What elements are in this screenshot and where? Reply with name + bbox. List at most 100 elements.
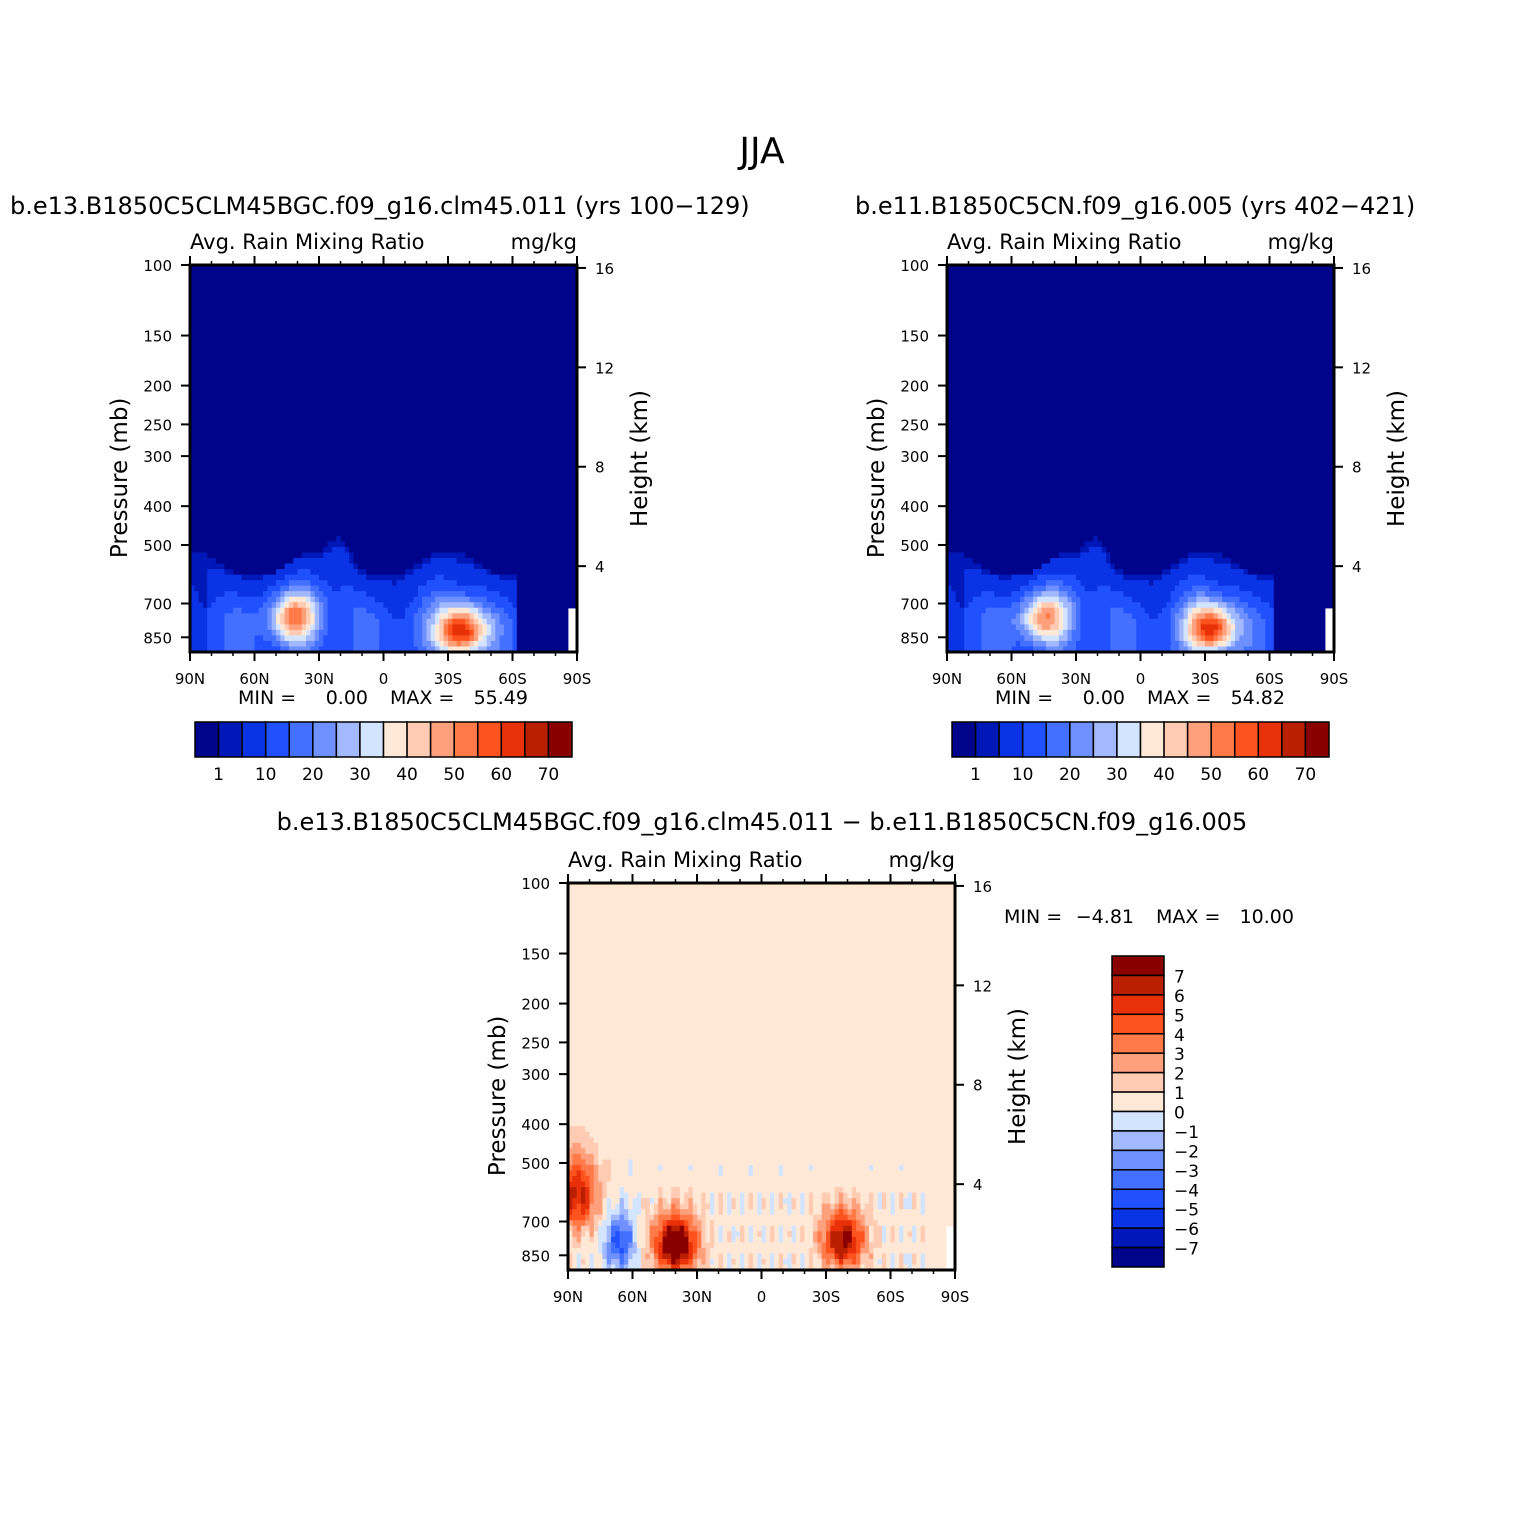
heatmap-cell — [284, 276, 290, 283]
heatmap-cell — [491, 353, 496, 360]
heatmap-cell — [503, 403, 509, 410]
heatmap-cell — [362, 569, 367, 576]
heatmap-cell — [215, 508, 221, 515]
heatmap-cell — [392, 546, 397, 554]
heatmap-cell — [465, 358, 471, 366]
heatmap-cell — [374, 452, 380, 460]
heatmap-cell — [572, 276, 578, 283]
heatmap-cell — [542, 452, 548, 460]
heatmap-cell — [452, 265, 458, 272]
heatmap-cell — [349, 314, 354, 321]
heatmap-cell — [280, 414, 286, 421]
heatmap-cell — [306, 458, 311, 465]
heatmap-cell — [409, 519, 415, 526]
heatmap-cell — [353, 480, 359, 487]
heatmap-cell — [379, 447, 385, 454]
heatmap-cell — [568, 535, 574, 543]
heatmap-cell — [478, 276, 483, 283]
heatmap-cell — [250, 287, 256, 294]
heatmap-cell — [572, 469, 578, 476]
heatmap-cell — [284, 541, 290, 548]
heatmap-cell — [495, 436, 501, 443]
heatmap-cell — [491, 392, 496, 399]
heatmap-cell — [340, 535, 346, 543]
heatmap-cell — [237, 303, 243, 310]
heatmap-cell — [568, 541, 574, 548]
heatmap-cell — [499, 541, 505, 548]
heatmap-cell — [362, 381, 367, 388]
heatmap-cell — [366, 386, 372, 393]
heatmap-cell — [422, 497, 428, 504]
heatmap-cell — [555, 342, 561, 349]
heatmap-cell — [435, 276, 440, 283]
heatmap-cell — [250, 414, 256, 421]
heatmap-cell — [491, 347, 496, 355]
heatmap-cell — [224, 425, 230, 432]
heatmap-cell — [512, 546, 518, 554]
heatmap-cell — [392, 358, 397, 366]
heatmap-cell — [245, 309, 251, 316]
heatmap-cell — [443, 358, 449, 366]
heatmap-cell — [198, 425, 204, 432]
heatmap-cell — [344, 563, 350, 570]
heatmap-cell — [478, 480, 483, 487]
heatmap-cell — [319, 541, 324, 548]
heatmap-cell — [495, 320, 501, 327]
heatmap-cell — [250, 458, 256, 465]
heatmap-cell — [521, 419, 526, 426]
heatmap-cell — [525, 541, 531, 548]
heatmap-cell — [233, 452, 238, 460]
heatmap-cell — [568, 458, 574, 465]
heatmap-cell — [323, 452, 329, 460]
heatmap-cell — [495, 336, 501, 343]
heatmap-cell — [207, 292, 213, 299]
heatmap-cell — [374, 535, 380, 543]
heatmap-cell — [534, 530, 539, 537]
heatmap-cell — [435, 270, 440, 277]
heatmap-cell — [452, 342, 458, 349]
heatmap-cell — [499, 430, 505, 437]
heatmap-cell — [572, 292, 578, 299]
heatmap-cell — [344, 569, 350, 576]
heatmap-cell — [456, 469, 462, 476]
heatmap-cell — [237, 452, 243, 460]
heatmap-cell — [202, 447, 208, 454]
heatmap-cell — [271, 342, 277, 349]
heatmap-cell — [405, 364, 410, 371]
heatmap-cell — [362, 364, 367, 371]
heatmap-cell — [551, 458, 557, 465]
heatmap-cell — [374, 475, 380, 482]
heatmap-cell — [336, 358, 342, 366]
heatmap-cell — [516, 276, 522, 283]
heatmap-cell — [443, 392, 449, 399]
heatmap-cell — [245, 558, 251, 565]
heatmap-cell — [452, 508, 458, 515]
heatmap-cell — [417, 480, 423, 487]
heatmap-cell — [521, 486, 526, 493]
heatmap-cell — [224, 281, 230, 288]
heatmap-cell — [344, 303, 350, 310]
heatmap-cell — [323, 535, 329, 543]
heatmap-cell — [233, 309, 238, 316]
heatmap-cell — [456, 447, 462, 454]
heatmap-cell — [491, 342, 496, 349]
heatmap-cell — [422, 281, 428, 288]
heatmap-cell — [220, 325, 225, 332]
heatmap-cell — [220, 436, 225, 443]
heatmap-cell — [508, 464, 514, 471]
heatmap-cell — [241, 375, 247, 382]
heatmap-cell — [271, 508, 277, 515]
heatmap-cell — [357, 535, 363, 543]
heatmap-cell — [327, 480, 333, 487]
heatmap-cell — [559, 441, 565, 449]
heatmap-cell — [362, 287, 367, 294]
heatmap-cell — [443, 497, 449, 504]
heatmap-cell — [383, 469, 389, 476]
heatmap-cell — [379, 425, 385, 432]
heatmap-cell — [542, 530, 548, 537]
heatmap-cell — [572, 447, 578, 454]
heatmap-cell — [241, 281, 247, 288]
heatmap-cell — [426, 342, 432, 349]
heatmap-cell — [568, 353, 574, 360]
heatmap-cell — [465, 447, 471, 454]
